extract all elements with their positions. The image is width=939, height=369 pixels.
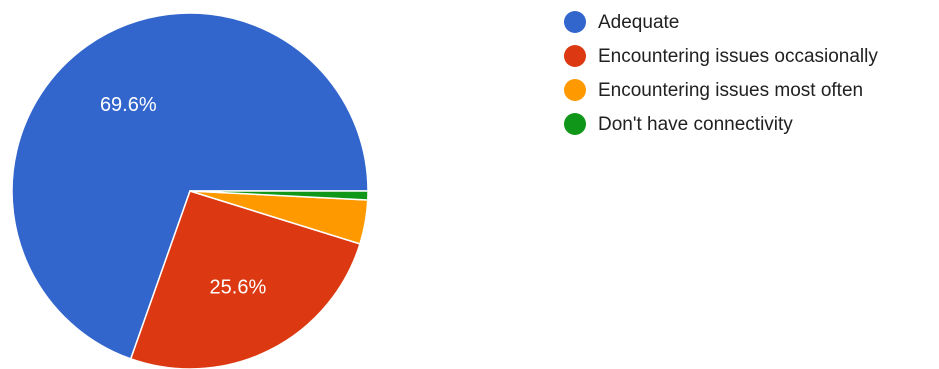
legend-item-no-connectivity[interactable]: Don't have connectivity [564,112,936,138]
pie-slice-adequate[interactable] [11,12,369,360]
pie-slice-occasional-issues[interactable] [130,190,361,369]
legend-item-adequate[interactable]: Adequate [564,10,936,36]
slice-label-adequate: 69.6% [100,94,157,116]
slice-label-occasional-issues: 25.6% [210,277,267,299]
pie-slice-no-connectivity[interactable] [189,190,369,201]
legend-label-occasional-issues: Encountering issues occasionally [598,46,878,67]
legend-label-adequate: Adequate [598,12,680,33]
legend-swatch-no-connectivity [564,113,586,135]
legend-swatch-adequate [564,11,586,33]
legend-item-frequent-issues[interactable]: Encountering issues most often [564,78,936,104]
legend-label-no-connectivity: Don't have connectivity [598,114,793,135]
legend-item-occasional-issues[interactable]: Encountering issues occasionally [564,44,936,70]
legend: Adequate Encountering issues occasionall… [564,10,936,146]
legend-swatch-occasional-issues [564,45,586,67]
legend-swatch-frequent-issues [564,79,586,101]
legend-label-frequent-issues: Encountering issues most often [598,80,864,101]
